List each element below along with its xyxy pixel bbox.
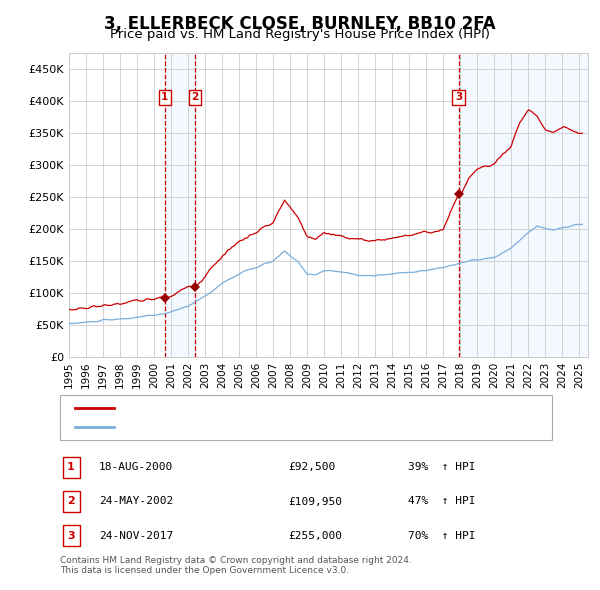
Text: 3: 3: [67, 531, 74, 540]
Text: Contains HM Land Registry data © Crown copyright and database right 2024.
This d: Contains HM Land Registry data © Crown c…: [60, 556, 412, 575]
Text: 1: 1: [161, 92, 169, 102]
Text: 1: 1: [67, 463, 74, 472]
Text: 2: 2: [67, 497, 74, 506]
Text: 3, ELLERBECK CLOSE, BURNLEY, BB10 2FA: 3, ELLERBECK CLOSE, BURNLEY, BB10 2FA: [104, 15, 496, 34]
Text: £109,950: £109,950: [288, 497, 342, 506]
Text: 47%  ↑ HPI: 47% ↑ HPI: [408, 497, 475, 506]
Text: 3, ELLERBECK CLOSE, BURNLEY, BB10 2FA (detached house): 3, ELLERBECK CLOSE, BURNLEY, BB10 2FA (d…: [121, 403, 454, 412]
Text: 24-NOV-2017: 24-NOV-2017: [99, 531, 173, 540]
Text: Price paid vs. HM Land Registry's House Price Index (HPI): Price paid vs. HM Land Registry's House …: [110, 28, 490, 41]
Text: HPI: Average price, detached house, Burnley: HPI: Average price, detached house, Burn…: [121, 422, 365, 432]
Text: 2: 2: [191, 92, 199, 102]
Text: 70%  ↑ HPI: 70% ↑ HPI: [408, 531, 475, 540]
Text: 18-AUG-2000: 18-AUG-2000: [99, 463, 173, 472]
Text: 39%  ↑ HPI: 39% ↑ HPI: [408, 463, 475, 472]
Bar: [458, 53, 588, 357]
Text: 24-MAY-2002: 24-MAY-2002: [99, 497, 173, 506]
Text: £92,500: £92,500: [288, 463, 335, 472]
Text: £255,000: £255,000: [288, 531, 342, 540]
Bar: [165, 53, 195, 357]
Text: 3: 3: [455, 92, 463, 102]
